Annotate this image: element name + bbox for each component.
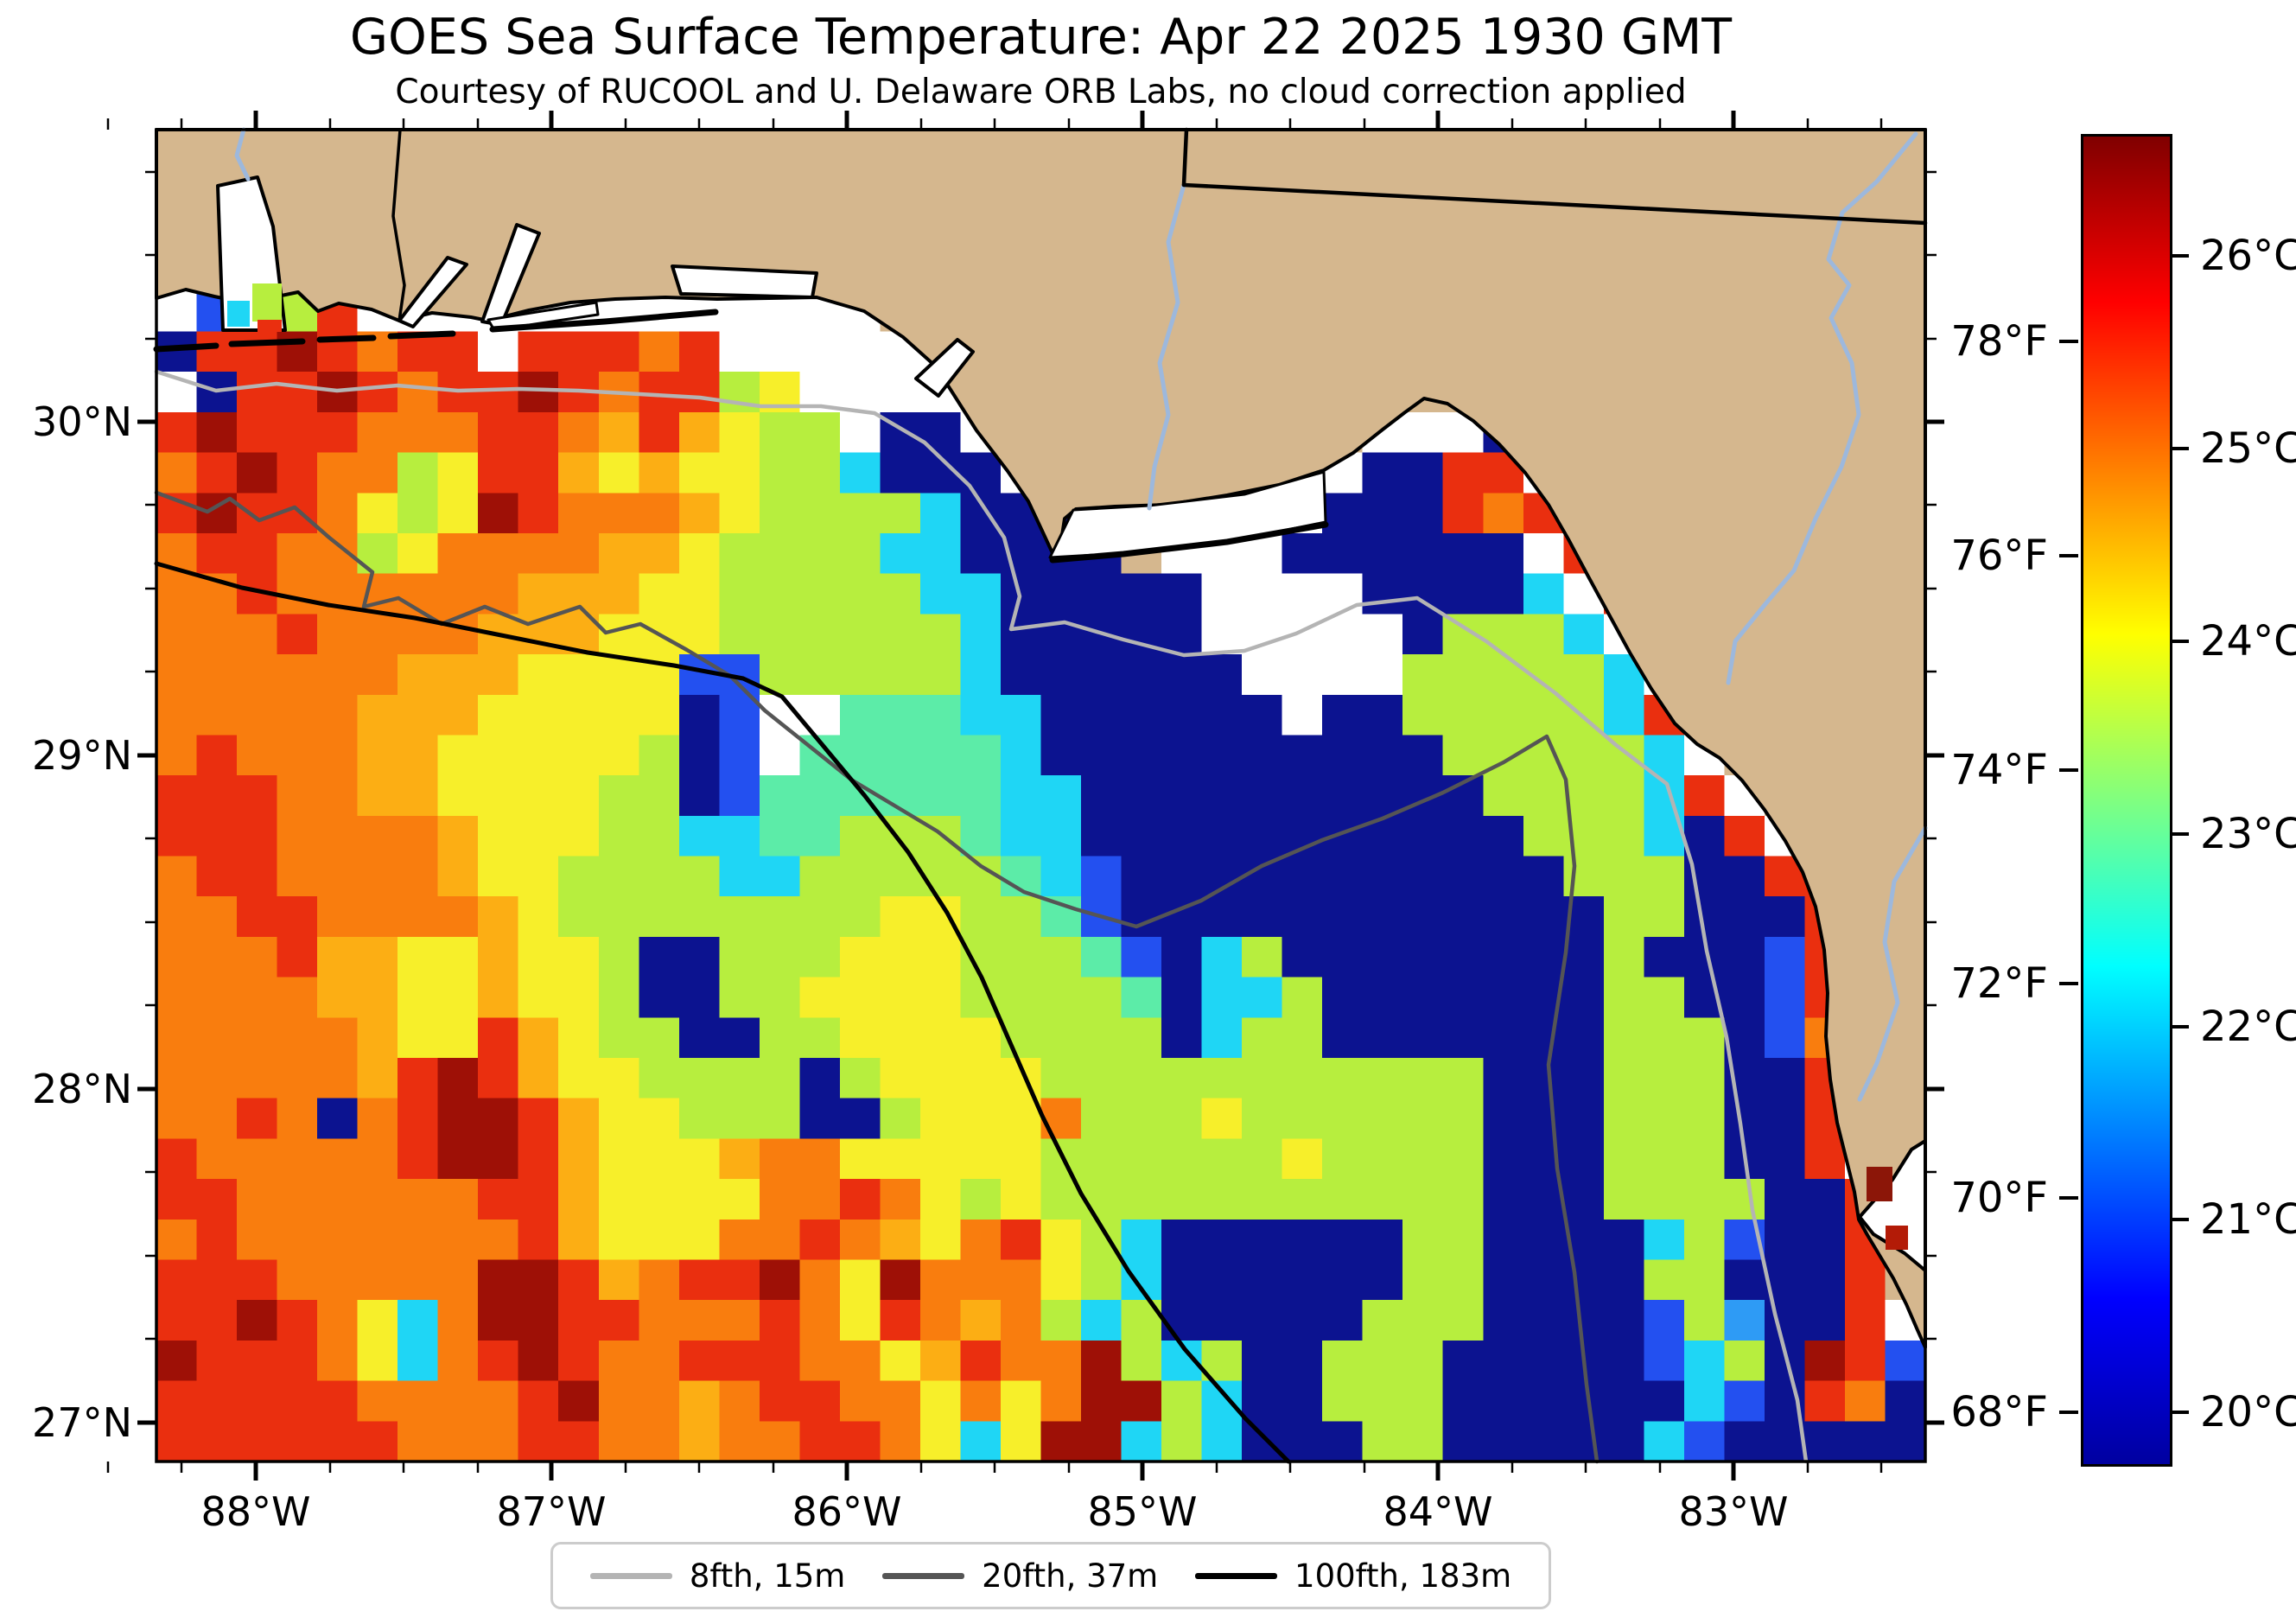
colorbar-tick-c bbox=[2170, 254, 2189, 258]
colorbar-label-f: 74°F bbox=[1950, 746, 2048, 794]
colorbar bbox=[2081, 134, 2172, 1467]
legend-label: 20fth, 37m bbox=[982, 1557, 1159, 1595]
lon-tick-label: 87°W bbox=[496, 1488, 607, 1535]
bay-tampa-data1 bbox=[1867, 1167, 1892, 1201]
river-apalachicola bbox=[1147, 182, 1186, 511]
map-geometry bbox=[153, 127, 1928, 1464]
colorbar-label-c: 22°C bbox=[2200, 1003, 2296, 1051]
lat-tick-label: 28°N bbox=[32, 1066, 132, 1112]
colorbar-tick-f bbox=[2059, 768, 2078, 772]
river-withlacoochee bbox=[1857, 825, 1928, 1102]
legend-line-swatch bbox=[882, 1572, 965, 1579]
colorbar-label-c: 24°C bbox=[2200, 617, 2296, 666]
colorbar-tick-c bbox=[2170, 832, 2189, 836]
colorbar-tick-c bbox=[2170, 447, 2189, 450]
map-frame bbox=[155, 128, 1927, 1463]
depth-contour-legend: 8fth, 15m 20fth, 37m 100fth, 183m bbox=[550, 1542, 1551, 1609]
colorbar-label-f: 72°F bbox=[1950, 959, 2048, 1008]
legend-item: 20fth, 37m bbox=[882, 1557, 1158, 1595]
islands-mississippi-3 bbox=[316, 334, 377, 343]
islands-mississippi-1 bbox=[153, 342, 219, 353]
colorbar-label-f: 76°F bbox=[1950, 532, 2048, 580]
colorbar-tick-f bbox=[2059, 1196, 2078, 1200]
chart-title: GOES Sea Surface Temperature: Apr 22 202… bbox=[349, 9, 1733, 66]
lon-tick-label: 84°W bbox=[1383, 1488, 1493, 1535]
colorbar-tick-c bbox=[2170, 1411, 2189, 1414]
lon-tick-label: 86°W bbox=[792, 1488, 902, 1535]
border-al-fl bbox=[391, 128, 406, 322]
bay-tampa-data2 bbox=[1886, 1226, 1908, 1250]
axis-ticks bbox=[106, 111, 1944, 1481]
colorbar-label-f: 68°F bbox=[1950, 1388, 2048, 1436]
colorbar-tick-c bbox=[2170, 1218, 2189, 1221]
lon-tick-label: 88°W bbox=[200, 1488, 311, 1535]
contour-100fth bbox=[154, 561, 1291, 1464]
legend-line-swatch bbox=[1195, 1572, 1278, 1579]
colorbar-tick-f bbox=[2059, 1411, 2078, 1414]
island-dauphin bbox=[387, 330, 456, 340]
colorbar-tick-f bbox=[2059, 554, 2078, 557]
lon-tick-label: 85°W bbox=[1087, 1488, 1198, 1535]
bay-choctawhatchee bbox=[671, 264, 818, 299]
bay-mobile-data3 bbox=[258, 320, 282, 332]
bay-st-andrew bbox=[914, 338, 975, 398]
bay-mobile-data1 bbox=[252, 283, 282, 322]
bay-mobile-data2 bbox=[227, 301, 250, 327]
legend-item: 100fth, 183m bbox=[1195, 1557, 1511, 1595]
island-santa-rosa bbox=[489, 309, 719, 333]
islands-mississippi-2 bbox=[228, 338, 306, 347]
colorbar-label-c: 26°C bbox=[2200, 232, 2296, 280]
colorbar-label-f: 78°F bbox=[1950, 317, 2048, 366]
lon-tick-label: 83°W bbox=[1678, 1488, 1789, 1535]
legend-label: 100fth, 183m bbox=[1294, 1557, 1512, 1595]
legend-line-swatch bbox=[589, 1572, 672, 1579]
border-ga-fl-vertical bbox=[1181, 127, 1189, 188]
colorbar-label-f: 70°F bbox=[1950, 1174, 2048, 1222]
contour-8fth bbox=[154, 369, 1809, 1464]
lat-tick-label: 29°N bbox=[32, 732, 132, 779]
chart-subtitle: Courtesy of RUCOOL and U. Delaware ORB L… bbox=[395, 73, 1687, 111]
contour-20fth bbox=[154, 490, 1600, 1464]
lat-tick-label: 30°N bbox=[32, 398, 132, 445]
lat-tick-label: 27°N bbox=[32, 1399, 132, 1446]
colorbar-label-c: 20°C bbox=[2200, 1388, 2296, 1436]
colorbar-label-c: 25°C bbox=[2200, 424, 2296, 473]
colorbar-tick-c bbox=[2170, 1025, 2189, 1029]
colorbar-tick-f bbox=[2059, 340, 2078, 343]
colorbar-label-c: 21°C bbox=[2200, 1195, 2296, 1244]
colorbar-label-c: 23°C bbox=[2200, 810, 2296, 858]
river-mobile bbox=[234, 127, 251, 182]
legend-item: 8fth, 15m bbox=[589, 1557, 846, 1595]
islands-apalachicola bbox=[1049, 521, 1329, 564]
colorbar-tick-f bbox=[2059, 982, 2078, 985]
colorbar-tick-c bbox=[2170, 640, 2189, 643]
bay-perdido bbox=[398, 256, 468, 328]
border-ga-fl bbox=[1181, 182, 1928, 226]
legend-label: 8fth, 15m bbox=[689, 1557, 846, 1595]
